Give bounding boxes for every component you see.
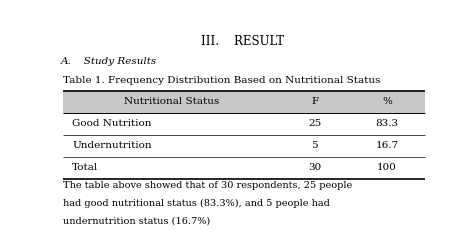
Text: Table 1. Frequency Distribution Based on Nutritional Status: Table 1. Frequency Distribution Based on… — [63, 76, 380, 85]
Text: 83.3: 83.3 — [375, 119, 399, 128]
Text: F: F — [311, 97, 318, 106]
Text: Undernutrition: Undernutrition — [72, 141, 152, 150]
Text: Total: Total — [72, 163, 99, 172]
Text: A.    Study Results: A. Study Results — [61, 58, 157, 66]
Text: The table above showed that of 30 respondents, 25 people: The table above showed that of 30 respon… — [63, 181, 352, 190]
Text: III.    RESULT: III. RESULT — [201, 34, 284, 48]
Text: 16.7: 16.7 — [375, 141, 399, 150]
Text: Nutritional Status: Nutritional Status — [124, 97, 219, 106]
Text: 30: 30 — [308, 163, 321, 172]
Text: had good nutritional status (83.3%), and 5 people had: had good nutritional status (83.3%), and… — [63, 199, 330, 208]
Text: 100: 100 — [377, 163, 397, 172]
Text: Good Nutrition: Good Nutrition — [72, 119, 152, 128]
Text: undernutrition status (16.7%): undernutrition status (16.7%) — [63, 217, 210, 226]
Text: 25: 25 — [308, 119, 321, 128]
Text: %: % — [382, 97, 392, 106]
Text: 5: 5 — [311, 141, 318, 150]
